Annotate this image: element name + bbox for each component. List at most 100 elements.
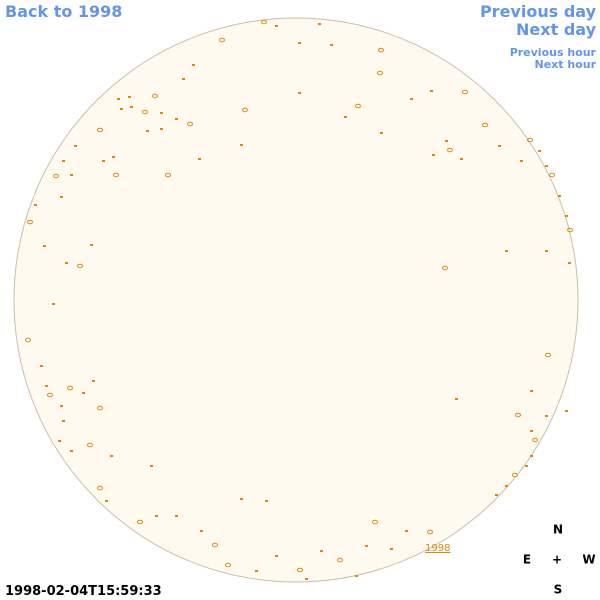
active-region [525, 465, 528, 467]
active-region [549, 172, 555, 178]
active-region [137, 519, 143, 525]
active-region [255, 570, 258, 572]
active-region [52, 303, 55, 305]
timestamp: 1998-02-04T15:59:33 [5, 584, 162, 599]
active-region [120, 108, 123, 110]
active-region [192, 64, 195, 66]
active-region [515, 412, 521, 418]
active-region [25, 337, 31, 343]
active-region [82, 392, 85, 394]
next-day-link[interactable]: Next day [516, 20, 597, 39]
active-region [545, 415, 548, 417]
compass-south: S [554, 583, 563, 597]
active-region [520, 160, 523, 162]
active-region [113, 172, 119, 178]
active-region [40, 365, 43, 367]
active-region [261, 19, 267, 25]
active-region [160, 112, 163, 114]
active-region [240, 144, 243, 146]
active-region [130, 106, 133, 108]
active-region [70, 450, 73, 452]
active-region [527, 137, 533, 143]
previous-day-link[interactable]: Previous day [480, 2, 597, 21]
compass-west: W [582, 553, 595, 567]
active-region [455, 398, 458, 400]
active-region [482, 122, 488, 128]
active-region [175, 118, 178, 120]
active-region [410, 98, 413, 100]
next-hour-link[interactable]: Next hour [535, 58, 597, 71]
active-region [160, 128, 163, 130]
active-region [377, 70, 383, 76]
active-region [175, 515, 178, 517]
back-link[interactable]: Back to 1998 [5, 2, 122, 21]
active-region [545, 165, 548, 167]
active-region [117, 98, 120, 100]
active-region [558, 195, 561, 197]
active-region [337, 557, 343, 563]
active-region [198, 158, 201, 160]
active-region [355, 575, 358, 577]
active-region [430, 90, 433, 92]
active-region [97, 127, 103, 133]
active-region [155, 515, 158, 517]
active-region [297, 567, 303, 573]
active-region [182, 78, 185, 80]
active-region [77, 263, 83, 269]
active-region [187, 121, 193, 127]
active-region [60, 196, 63, 198]
active-region [530, 430, 533, 432]
active-region [298, 92, 301, 94]
active-region [538, 150, 541, 152]
active-region [87, 442, 93, 448]
active-region [67, 385, 73, 391]
active-region [53, 173, 59, 179]
active-region [45, 385, 48, 387]
active-region [165, 172, 171, 178]
year-link[interactable]: 1998 [425, 543, 450, 554]
active-region [146, 130, 149, 132]
previous-hour-link[interactable]: Previous hour [510, 46, 597, 59]
active-region [90, 244, 93, 246]
active-region [378, 47, 384, 53]
active-region [567, 227, 573, 233]
active-region [355, 103, 361, 109]
compass-east: E [523, 553, 531, 567]
active-region [70, 174, 73, 176]
active-region [43, 245, 46, 247]
active-region [110, 455, 113, 457]
active-region [240, 498, 243, 500]
active-region [105, 500, 108, 502]
active-region [275, 25, 278, 27]
active-region [102, 160, 105, 162]
active-region [505, 250, 508, 252]
active-region [320, 550, 323, 552]
active-region [34, 204, 37, 206]
active-region [405, 530, 408, 532]
active-region [128, 96, 131, 98]
active-region [447, 147, 453, 153]
active-region [445, 140, 448, 142]
compass-center: + [552, 553, 562, 567]
active-region [390, 548, 393, 550]
active-region [62, 160, 65, 162]
active-region [97, 405, 103, 411]
active-region [318, 23, 321, 25]
active-region [112, 156, 115, 158]
active-region [212, 542, 218, 548]
active-region [545, 352, 551, 358]
active-region [545, 250, 548, 252]
active-region [298, 42, 301, 44]
active-region [532, 437, 538, 443]
active-region [432, 154, 435, 156]
active-region [62, 420, 65, 422]
active-region [530, 390, 533, 392]
solar-disk [13, 17, 579, 583]
active-region [442, 265, 448, 271]
active-region [512, 472, 518, 478]
active-region [225, 562, 231, 568]
active-region [242, 107, 248, 113]
active-region [275, 555, 278, 557]
active-region [305, 578, 308, 580]
